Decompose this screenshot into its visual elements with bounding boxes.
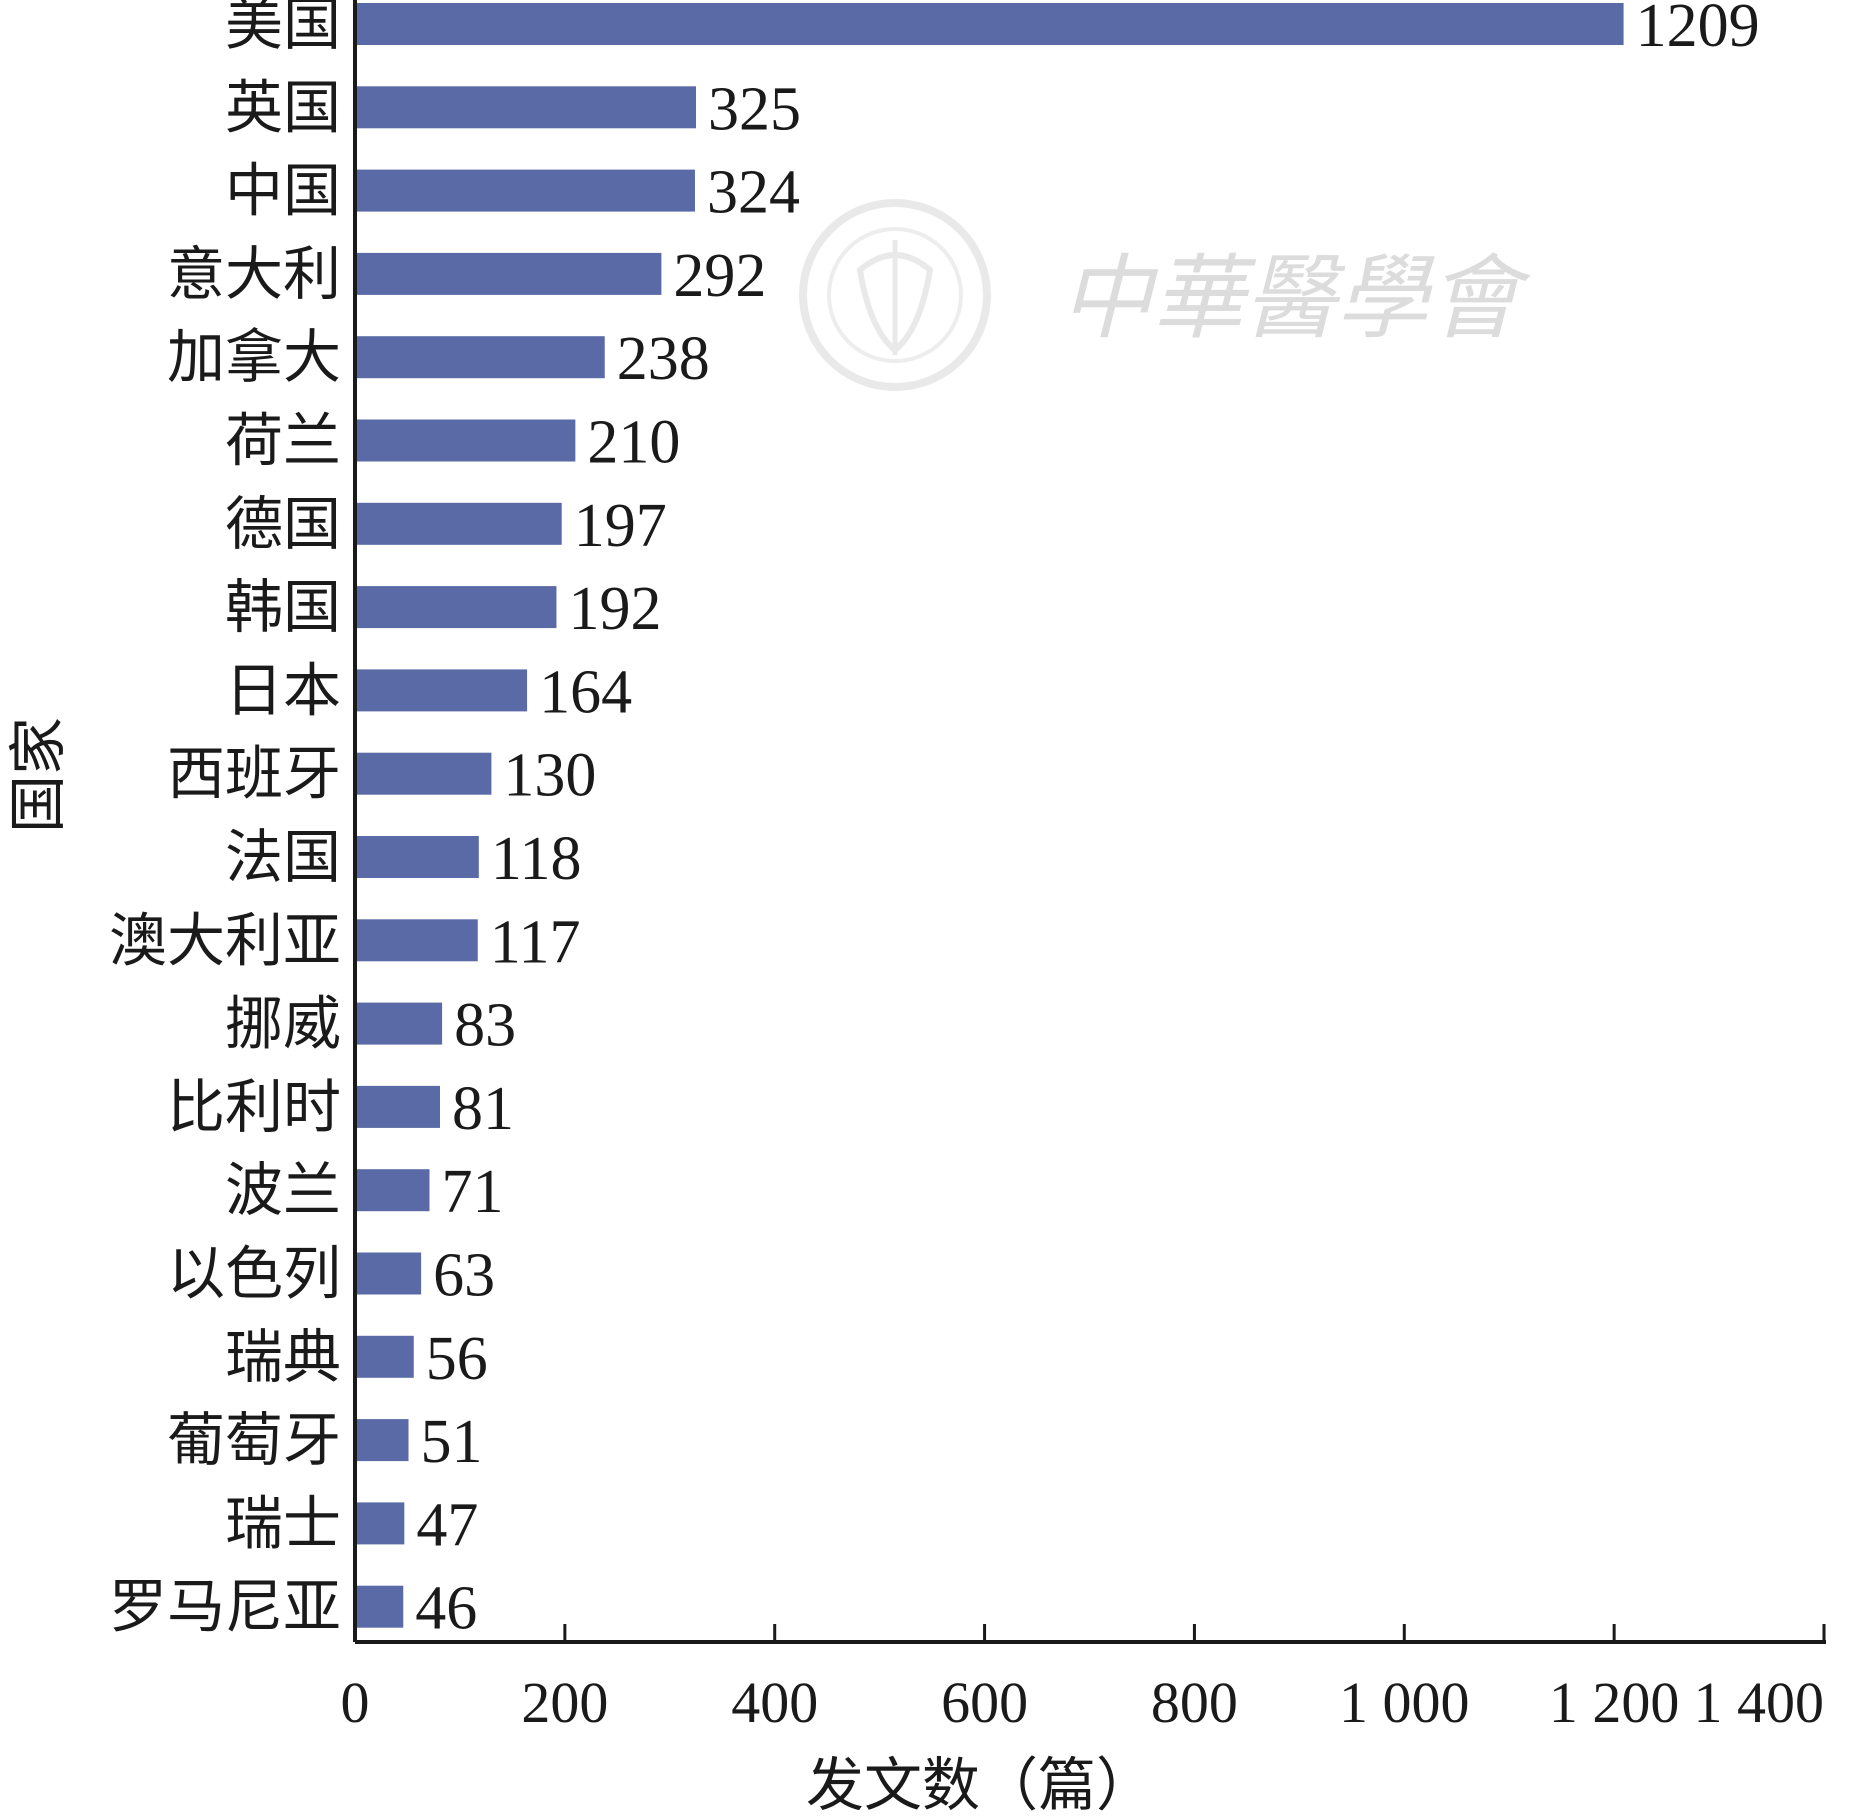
bar [355,752,492,795]
data-label: 325 [708,75,801,143]
data-label: 46 [415,1575,477,1643]
x-axis-title: 发文数（篇） [806,1751,1154,1819]
bar [355,3,1624,45]
x-tick-label: 400 [731,1670,818,1735]
bar [355,1002,443,1045]
category-label: 罗马尼亚 [109,1573,341,1641]
category-label: 英国 [225,73,341,141]
bar [355,86,697,129]
category-label: 比利时 [167,1073,341,1141]
x-tick-label: 200 [521,1670,608,1735]
bar [355,1585,404,1628]
category-label: 法国 [225,823,341,891]
data-label: 83 [454,992,516,1060]
bar [355,336,605,379]
category-label: 瑞士 [225,1489,341,1557]
watermark-text: 中華醫學會 [1060,245,1532,352]
category-label: 美国 [225,0,341,58]
category-label: 挪威 [225,990,341,1058]
category-label: 德国 [225,490,341,558]
data-label: 324 [707,159,800,227]
category-label: 以色列 [167,1240,341,1308]
category-label: 荷兰 [225,407,341,475]
bar [355,1419,409,1462]
x-tick-label: 1 000 [1339,1670,1470,1735]
category-label: 西班牙 [167,740,341,808]
data-label: 292 [673,242,766,310]
bar [355,419,576,462]
bar [355,1335,414,1378]
data-label: 197 [574,492,667,560]
bar [355,836,479,878]
data-label: 210 [587,409,680,477]
data-label: 1209 [1636,0,1760,60]
bar [355,919,478,962]
data-label: 56 [426,1325,488,1393]
seal-icon [799,199,991,391]
category-label: 日本 [225,656,341,724]
x-tick-label: 1 400 [1694,1670,1825,1735]
bar [355,502,562,545]
data-label: 71 [441,1158,503,1226]
category-label: 加拿大 [167,323,341,391]
data-label: 63 [433,1242,495,1310]
category-label: 中国 [225,157,341,225]
category-label: 澳大利亚 [109,906,341,974]
category-label: 波兰 [225,1156,341,1224]
bar [355,1502,405,1545]
x-tick-label: 800 [1151,1670,1238,1735]
bar [355,1169,430,1212]
bar [355,586,557,629]
bar [355,669,528,712]
category-label: 瑞典 [225,1323,341,1391]
data-label: 51 [421,1408,483,1476]
category-label: 韩国 [225,573,341,641]
bar [355,169,695,212]
data-label: 130 [503,742,596,810]
data-label: 81 [452,1075,514,1143]
category-label: 葡萄牙 [167,1406,341,1474]
x-tick-label: 600 [941,1670,1028,1735]
plot-area: 美国 1209 英国 325 中国 324 意大利 292 加拿大 238 荷兰 210 德国 197 韩国… [109,0,1826,1735]
x-tick-label: 1 200 [1549,1670,1680,1735]
data-label: 164 [539,658,632,726]
data-label: 238 [617,325,710,393]
bar [355,252,662,295]
data-label: 47 [416,1491,478,1559]
bar [355,1252,422,1295]
watermark: 中華醫學會 [799,199,1532,391]
data-label: 118 [491,825,582,893]
x-tick-label: 0 [341,1670,370,1735]
bar [355,1085,440,1128]
data-label: 192 [568,575,661,643]
category-label: 意大利 [167,240,341,308]
y-axis-title: 国家 [4,717,72,833]
data-label: 117 [490,908,581,976]
